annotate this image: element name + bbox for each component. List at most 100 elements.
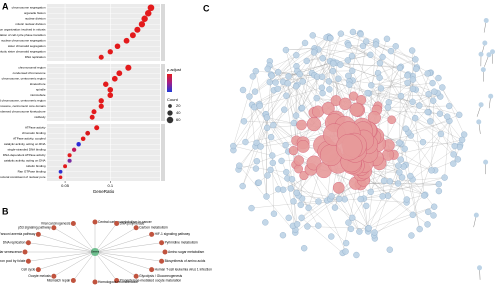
gene-node [230,142,237,150]
gene-node [321,102,335,115]
edge [428,94,448,117]
node-label: Biosynthesis of amino acids [165,259,206,263]
facet-panel [47,64,160,121]
node-label: Glycolysis / Gluconeogenesis [139,274,182,278]
pathway-node [35,267,41,273]
gene-node [268,72,275,79]
gene-node [256,102,263,110]
gene-node [303,57,310,65]
gene-node [365,225,372,232]
edge [428,94,431,122]
gene-node [482,40,488,46]
gene-node [242,138,249,146]
gene-node [236,162,243,169]
gene-node [349,102,364,117]
y-tick-label: ATPase activity, coupled [13,137,46,141]
gene-node [409,98,416,106]
gene-node [294,221,301,228]
gene-node [347,225,355,233]
gene-node [377,85,385,92]
pathway-node [159,240,165,246]
gene-node [263,124,271,132]
gene-node [409,85,417,93]
gene-node [248,204,255,212]
edge [415,118,463,141]
gene-node [263,193,270,200]
gene-node [430,212,437,219]
gene-node [348,52,356,60]
y-tick-label: chromosome, centromeric region [2,77,46,81]
dot [134,26,141,33]
gene-node [363,38,370,45]
gene-node [328,193,335,200]
facet-panel [47,124,160,181]
gene-node [437,130,445,138]
gene-node [255,179,262,186]
gene-node [349,91,359,101]
y-tick-label: condensed chromosome kinetochore [0,110,46,114]
gene-node [356,228,363,235]
edge [368,92,438,131]
gene-node [400,163,407,170]
gene-node [304,223,311,230]
gene-node [357,31,364,38]
edge [94,251,162,262]
gene-node [310,49,318,56]
edge [94,234,152,253]
gene-node [480,67,486,73]
panel-label: B [2,206,9,216]
edge [360,198,407,203]
gene-node [439,84,446,91]
pathway-node [159,258,165,264]
gene-node [435,187,443,195]
gene-node [372,41,380,48]
edge [339,198,360,232]
gene-node [483,159,489,165]
edge [407,82,435,92]
dot [107,92,114,99]
edge [379,63,416,119]
edge [38,251,96,270]
edge [255,76,289,147]
gene-node [394,180,402,187]
edge [313,52,330,82]
y-tick-label: catalytic activity, acting on DNA [4,159,46,163]
gene-node [345,42,352,49]
gene-node [401,145,408,152]
edge [242,114,267,187]
dot [147,4,155,12]
gene-node [341,196,348,203]
gene-node [450,160,457,167]
gene-node [296,70,303,78]
gene-node [285,214,292,222]
gene-node [293,52,300,59]
dot [58,169,63,174]
panel-label: C [203,3,210,13]
edge [94,251,117,281]
legend-label: 60 [176,117,181,122]
gene-node [419,139,427,146]
edge [372,137,461,146]
edge [270,169,298,225]
gene-node [436,110,444,117]
node-label: Amino sugar metabolism [168,250,205,254]
edge [415,89,454,155]
gene-node [239,182,246,190]
gene-node [376,60,384,67]
gene-node [246,93,253,100]
gene-node [290,119,297,127]
gene-node [305,204,312,212]
edge [412,50,414,89]
y-tick-label: mitotic sister chromatid segregation [0,50,46,54]
edge [233,105,260,147]
gene-node [430,97,437,104]
gene-node [386,246,393,253]
edge [430,72,460,115]
edge [288,76,319,112]
pathway-node [51,225,57,231]
node-label: Homologous recombination [98,280,138,284]
gene-node [251,88,259,95]
edge [260,146,267,197]
y-tick-label: DNA replication [25,55,46,59]
y-tick-label: organelle fission [24,11,46,15]
